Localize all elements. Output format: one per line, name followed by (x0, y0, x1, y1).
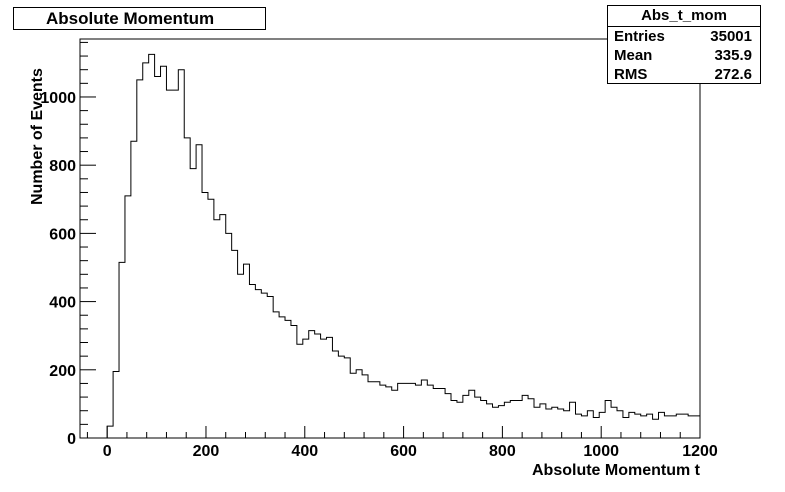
x-tick-label: 600 (390, 443, 417, 460)
x-axis-title: Absolute Momentum t (532, 462, 701, 479)
x-tick-label: 1200 (682, 443, 718, 460)
stats-row-mean: Mean 335.9 (608, 46, 760, 65)
y-axis-title: Number of Events (29, 68, 46, 205)
stats-box: Abs_t_mom Entries 35001 Mean 335.9 RMS 2… (607, 5, 761, 84)
y-tick-label: 1000 (40, 90, 76, 107)
stats-label: Mean (614, 47, 653, 64)
y-tick-label: 0 (67, 431, 76, 448)
stats-value: 272.6 (714, 66, 752, 83)
x-axis-ticks: 0 200 400 600 800 1000 1200 (86, 426, 718, 460)
stats-value: 335.9 (714, 47, 752, 64)
x-tick-label: 0 (103, 443, 112, 460)
chart-title-text: Absolute Momentum (46, 9, 215, 28)
x-tick-label: 1000 (583, 443, 619, 460)
y-tick-label: 400 (49, 295, 76, 312)
stats-label: RMS (614, 66, 648, 83)
y-tick-label: 600 (49, 226, 76, 243)
stats-histogram-name: Abs_t_mom (608, 6, 760, 27)
stats-row-rms: RMS 272.6 (608, 65, 760, 84)
chart-title: Absolute Momentum (13, 7, 266, 30)
x-tick-label: 800 (489, 443, 516, 460)
stats-value: 35001 (710, 28, 752, 45)
stats-label: Entries (614, 28, 665, 45)
y-tick-label: 200 (49, 363, 76, 380)
y-tick-label: 800 (49, 158, 76, 175)
x-tick-label: 200 (193, 443, 220, 460)
y-axis-ticks: 0 200 400 600 800 1000 (40, 41, 96, 448)
histogram-line (106, 53, 701, 438)
stats-row-entries: Entries 35001 (608, 27, 760, 46)
x-tick-label: 400 (291, 443, 318, 460)
plot-frame (79, 38, 701, 439)
